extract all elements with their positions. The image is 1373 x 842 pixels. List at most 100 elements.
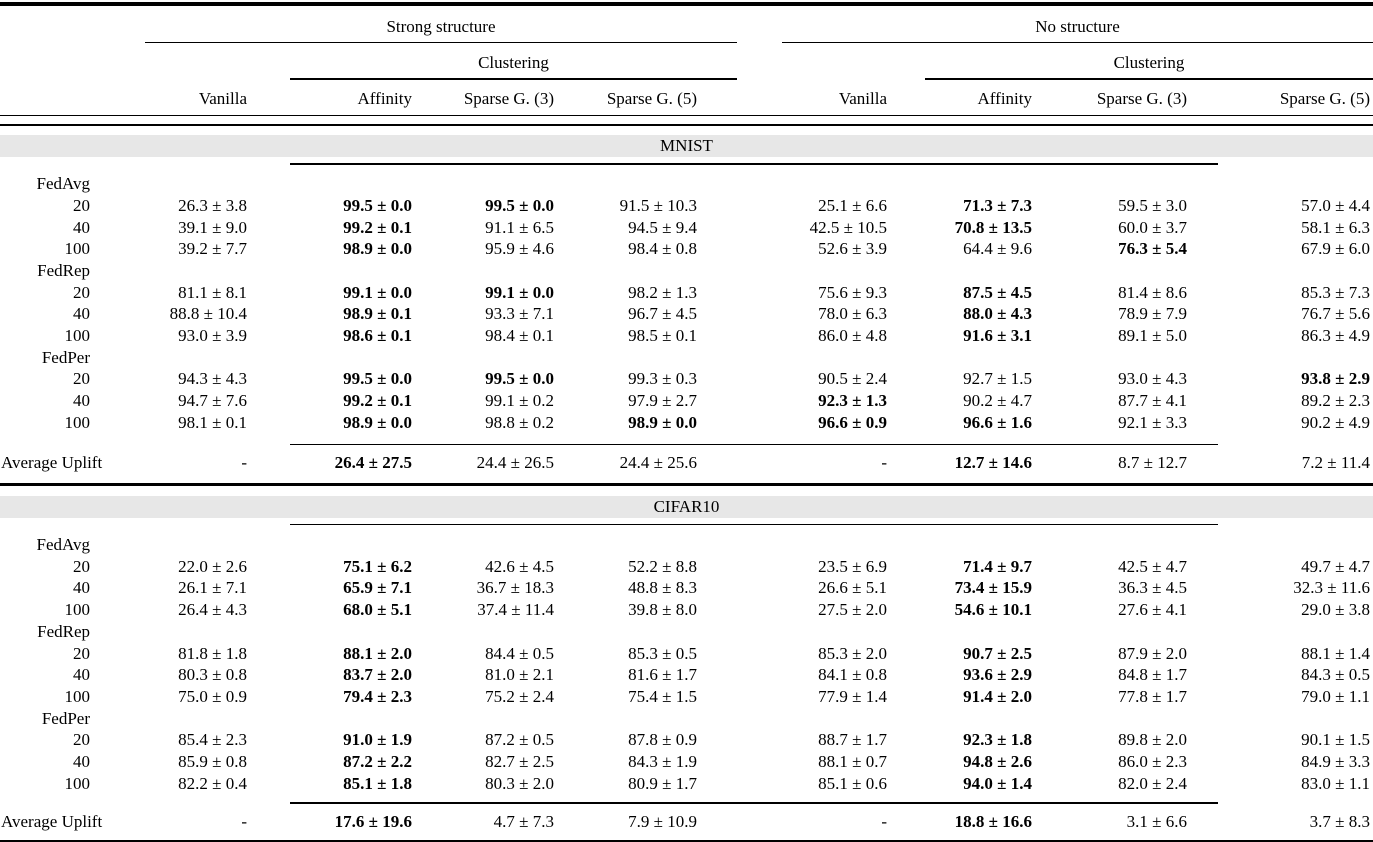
value-cell: 78.9 ± 7.9 — [1118, 304, 1187, 324]
value-cell: 64.4 ± 9.6 — [963, 239, 1032, 259]
value-cell: 59.5 ± 3.0 — [1118, 195, 1187, 215]
value-cell: 85.1 ± 0.6 — [818, 773, 887, 793]
value-cell: 79.0 ± 1.1 — [1301, 686, 1370, 706]
value-cell: 8.7 ± 12.7 — [1118, 452, 1187, 472]
row-label: 40 — [73, 665, 90, 685]
value-cell: 96.6 ± 0.9 — [818, 412, 887, 432]
average-uplift-rule — [0, 802, 1373, 804]
value-cell: 90.5 ± 2.4 — [818, 369, 887, 389]
table-row: 20 26.3 ± 3.8 99.5 ± 0.0 99.5 ± 0.0 91.5 ± 1… — [0, 195, 1373, 217]
value-cell: 29.0 ± 3.8 — [1301, 600, 1370, 620]
value-cell: 88.1 ± 0.7 — [818, 751, 887, 771]
table-row: 100 75.0 ± 0.9 79.4 ± 2.3 75.2 ± 2.4 75.4 ± … — [0, 686, 1373, 708]
value-cell: 52.2 ± 8.8 — [628, 556, 697, 576]
table-row: 20 22.0 ± 2.6 75.1 ± 6.2 42.6 ± 4.5 52.2 ± 8… — [0, 556, 1373, 578]
value-cell: 94.7 ± 7.6 — [178, 391, 247, 411]
value-cell: 86.0 ± 2.3 — [1118, 751, 1187, 771]
value-cell: 84.3 ± 0.5 — [1301, 665, 1370, 685]
row-label: 20 — [73, 556, 90, 576]
value-cell: 98.5 ± 0.1 — [628, 326, 697, 346]
value-cell: 22.0 ± 2.6 — [178, 556, 247, 576]
value-cell: 83.7 ± 2.0 — [343, 665, 412, 685]
value-cell: 87.8 ± 0.9 — [628, 730, 697, 750]
value-cell: 57.0 ± 4.4 — [1301, 195, 1370, 215]
column-header: Affinity — [357, 88, 412, 108]
value-cell: 99.1 ± 0.0 — [485, 282, 554, 302]
value-cell: 84.3 ± 1.9 — [628, 751, 697, 771]
value-cell: 80.9 ± 1.7 — [628, 773, 697, 793]
value-cell: 99.5 ± 0.0 — [485, 195, 554, 215]
value-cell: 93.6 ± 2.9 — [963, 665, 1032, 685]
section-header-mnist: MNIST — [0, 135, 1373, 157]
value-cell: 88.0 ± 4.3 — [963, 304, 1032, 324]
value-cell: 7.2 ± 11.4 — [1301, 452, 1370, 472]
value-cell: 96.6 ± 1.6 — [963, 412, 1032, 432]
table-row: 20 81.8 ± 1.8 88.1 ± 2.0 84.4 ± 0.5 85.3 ± 0… — [0, 643, 1373, 665]
table-row: 100 26.4 ± 4.3 68.0 ± 5.1 37.4 ± 11.4 39.8 ±… — [0, 599, 1373, 621]
table-row: 100 98.1 ± 0.1 98.9 ± 0.0 98.8 ± 0.2 98.9 ± … — [0, 412, 1373, 434]
value-cell: 94.5 ± 9.4 — [628, 217, 697, 237]
table-row: 40 80.3 ± 0.8 83.7 ± 2.0 81.0 ± 2.1 81.6 ± 1… — [0, 664, 1373, 686]
value-cell: 86.3 ± 4.9 — [1301, 326, 1370, 346]
value-cell: 81.8 ± 1.8 — [178, 643, 247, 663]
rule-segment — [290, 78, 737, 80]
value-cell: 85.4 ± 2.3 — [178, 730, 247, 750]
value-cell: 98.2 ± 1.3 — [628, 282, 697, 302]
group-header-strong-structure: Strong structure — [386, 16, 496, 36]
value-cell: 87.5 ± 4.5 — [963, 282, 1032, 302]
value-cell: 91.4 ± 2.0 — [963, 686, 1032, 706]
method-row: FedPer — [0, 708, 1373, 730]
value-cell: 78.0 ± 6.3 — [818, 304, 887, 324]
value-cell: 99.3 ± 0.3 — [628, 369, 697, 389]
value-cell: 80.3 ± 2.0 — [485, 773, 554, 793]
value-cell: 98.9 ± 0.0 — [628, 412, 697, 432]
value-cell: 97.9 ± 2.7 — [628, 391, 697, 411]
value-cell: 87.2 ± 0.5 — [485, 730, 554, 750]
table-row: 40 88.8 ± 10.4 98.9 ± 0.1 93.3 ± 7.1 96.7 ± … — [0, 303, 1373, 325]
column-header: Sparse G. (5) — [606, 88, 697, 108]
value-cell: - — [881, 452, 887, 472]
value-cell: 90.1 ± 1.5 — [1301, 730, 1370, 750]
table-row: 40 94.7 ± 7.6 99.2 ± 0.1 99.1 ± 0.2 97.9 ± 2… — [0, 390, 1373, 412]
value-cell: 32.3 ± 11.6 — [1293, 578, 1370, 598]
value-cell: 71.4 ± 9.7 — [963, 556, 1032, 576]
value-cell: 42.5 ± 4.7 — [1118, 556, 1187, 576]
value-cell: 88.1 ± 1.4 — [1301, 643, 1370, 663]
value-cell: 24.4 ± 26.5 — [476, 452, 554, 472]
column-header: Vanilla — [838, 88, 887, 108]
method-label: FedAvg — [36, 535, 90, 555]
value-cell: 93.0 ± 3.9 — [178, 326, 247, 346]
value-cell: 70.8 ± 13.5 — [954, 217, 1032, 237]
value-cell: 75.2 ± 2.4 — [485, 686, 554, 706]
table-row: 20 81.1 ± 8.1 99.1 ± 0.0 99.1 ± 0.0 98.2 ± 1… — [0, 282, 1373, 304]
average-uplift-label: Average Uplift — [1, 811, 103, 831]
value-cell: 88.1 ± 2.0 — [343, 643, 412, 663]
value-cell: 98.9 ± 0.0 — [343, 412, 412, 432]
column-header: Sparse G. (3) — [463, 88, 554, 108]
value-cell: 99.2 ± 0.1 — [343, 217, 412, 237]
value-cell: 81.4 ± 8.6 — [1118, 282, 1187, 302]
value-cell: 26.4 ± 4.3 — [178, 600, 247, 620]
value-cell: - — [881, 811, 887, 831]
value-cell: 76.7 ± 5.6 — [1301, 304, 1370, 324]
row-label: 40 — [73, 751, 90, 771]
value-cell: 42.5 ± 10.5 — [809, 217, 887, 237]
value-cell: 18.8 ± 16.6 — [954, 811, 1032, 831]
table-row: 20 94.3 ± 4.3 99.5 ± 0.0 99.5 ± 0.0 99.3 ± 0… — [0, 368, 1373, 390]
value-cell: 89.8 ± 2.0 — [1118, 730, 1187, 750]
value-cell: 39.1 ± 9.0 — [178, 217, 247, 237]
value-cell: 87.9 ± 2.0 — [1118, 643, 1187, 663]
row-label: 100 — [64, 326, 91, 346]
row-label: 20 — [73, 643, 90, 663]
value-cell: 98.9 ± 0.1 — [343, 304, 412, 324]
value-cell: 75.1 ± 6.2 — [343, 556, 412, 576]
value-cell: 80.3 ± 0.8 — [178, 665, 247, 685]
column-header: Vanilla — [198, 88, 247, 108]
value-cell: 98.1 ± 0.1 — [178, 412, 247, 432]
value-cell: 81.6 ± 1.7 — [628, 665, 697, 685]
value-cell: 98.9 ± 0.0 — [343, 239, 412, 259]
value-cell: 77.9 ± 1.4 — [818, 686, 887, 706]
value-cell: 99.1 ± 0.0 — [343, 282, 412, 302]
value-cell: 93.0 ± 4.3 — [1118, 369, 1187, 389]
value-cell: 92.3 ± 1.3 — [818, 391, 887, 411]
